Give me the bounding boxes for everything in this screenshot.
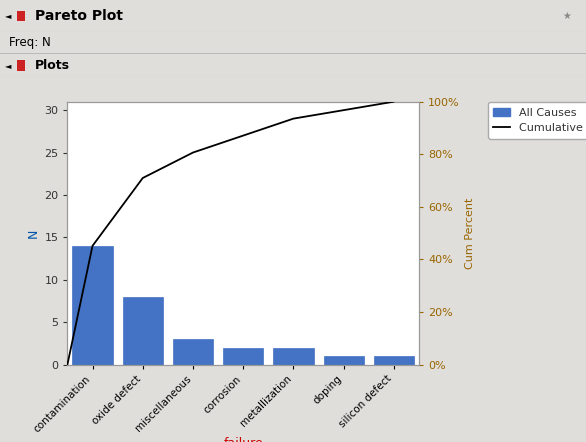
Bar (374, 356, 414, 365)
Text: ◄: ◄ (5, 61, 11, 70)
Text: ★: ★ (563, 11, 571, 21)
Y-axis label: Cum Percent: Cum Percent (465, 198, 475, 269)
Legend: All Causes, Cumulative % Curve: All Causes, Cumulative % Curve (488, 102, 586, 139)
Bar (73, 246, 113, 365)
Text: Plots: Plots (35, 59, 70, 72)
Bar (173, 339, 213, 365)
X-axis label: failure: failure (223, 437, 263, 442)
Y-axis label: N: N (27, 229, 40, 238)
Bar (273, 348, 314, 365)
Text: Pareto Plot: Pareto Plot (35, 9, 123, 23)
Text: Freq: N: Freq: N (9, 36, 50, 49)
Text: ▼: ▼ (18, 11, 24, 20)
Text: ▼: ▼ (18, 61, 24, 70)
Bar (122, 297, 163, 365)
Text: ◄: ◄ (5, 11, 11, 20)
Bar (323, 356, 364, 365)
Bar (223, 348, 263, 365)
